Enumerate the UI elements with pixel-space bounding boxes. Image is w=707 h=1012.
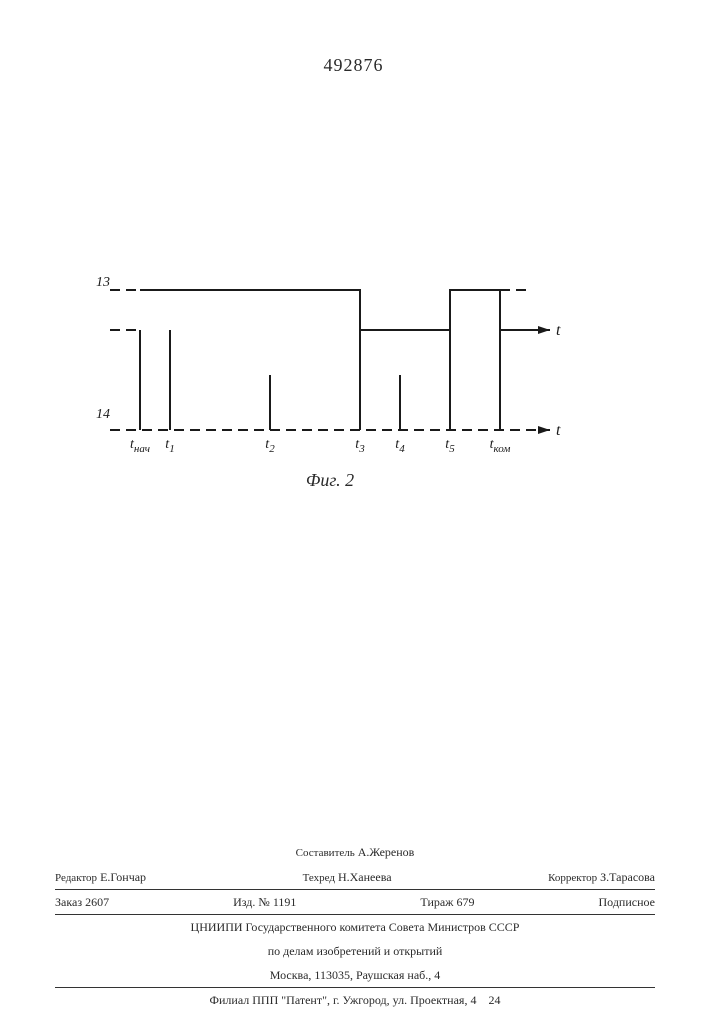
subscription-field: Подписное [599,893,656,911]
edition-label: Изд. № [233,895,270,909]
tirage-value: 679 [456,895,474,909]
timing-diagram: 13 t 14 t tнач t1 t2 t3 t4 t5 tком [90,270,570,480]
order-field: Заказ 2607 [55,893,109,911]
patent-number: 492876 [0,55,707,76]
svg-text:t4: t4 [395,437,405,455]
corrector-field: Корректор З.Тарасова [548,868,655,887]
org-line-1: ЦНИИПИ Государственного комитета Совета … [55,915,655,939]
compiler-row: Составитель А.Жеренов [55,840,655,865]
branch-text: Филиал ППП "Патент", г. Ужгород, ул. Про… [210,993,477,1007]
order-value: 2607 [85,895,109,909]
svg-text:t: t [556,422,561,439]
techred-role: Техред [303,872,335,884]
techred-field: Техред Н.Ханеева [303,868,392,887]
svg-text:t2: t2 [265,437,275,455]
compiler-name: А.Жеренов [358,845,415,859]
edition-row: Заказ 2607 Изд. № 1191 Тираж 679 Подписн… [55,890,655,914]
svg-text:13: 13 [96,275,110,290]
figure-caption: Фиг. 2 [90,470,570,491]
branch-tail: 24 [488,993,500,1007]
corrector-role: Корректор [548,872,597,884]
svg-text:t1: t1 [165,437,174,455]
svg-text:tнач: tнач [130,437,150,455]
diagram-svg: 13 t 14 t tнач t1 t2 t3 t4 t5 tком [90,270,570,470]
svg-text:t5: t5 [445,437,455,455]
compiler-role: Составитель [296,847,355,859]
techred-name: Н.Ханеева [338,870,392,884]
editor-role: Редактор [55,872,97,884]
imprint-block: Составитель А.Жеренов Редактор Е.Гончар … [55,840,655,1012]
editor-field: Редактор Е.Гончар [55,868,146,887]
subscription-label: Подписное [599,895,656,909]
tirage-label: Тираж [420,895,453,909]
edition-field: Изд. № 1191 [233,893,296,911]
svg-text:t3: t3 [355,437,365,455]
tirage-field: Тираж 679 [420,893,474,911]
svg-text:14: 14 [96,407,110,422]
page: 492876 13 t 14 t tнач t1 t2 t3 t4 t5 tком Фиг. 2 С… [0,0,707,1000]
svg-text:t: t [556,322,561,339]
org-line-3: Москва, 113035, Раушская наб., 4 [55,963,655,987]
order-label: Заказ [55,895,82,909]
svg-text:tком: tком [490,437,511,455]
edition-value: 1191 [273,895,297,909]
org-line-2: по делам изобретений и открытий [55,939,655,963]
branch-row: Филиал ППП "Патент", г. Ужгород, ул. Про… [55,988,655,1012]
editor-name: Е.Гончар [100,870,146,884]
corrector-name: З.Тарасова [600,870,655,884]
roles-row: Редактор Е.Гончар Техред Н.Ханеева Корре… [55,865,655,890]
